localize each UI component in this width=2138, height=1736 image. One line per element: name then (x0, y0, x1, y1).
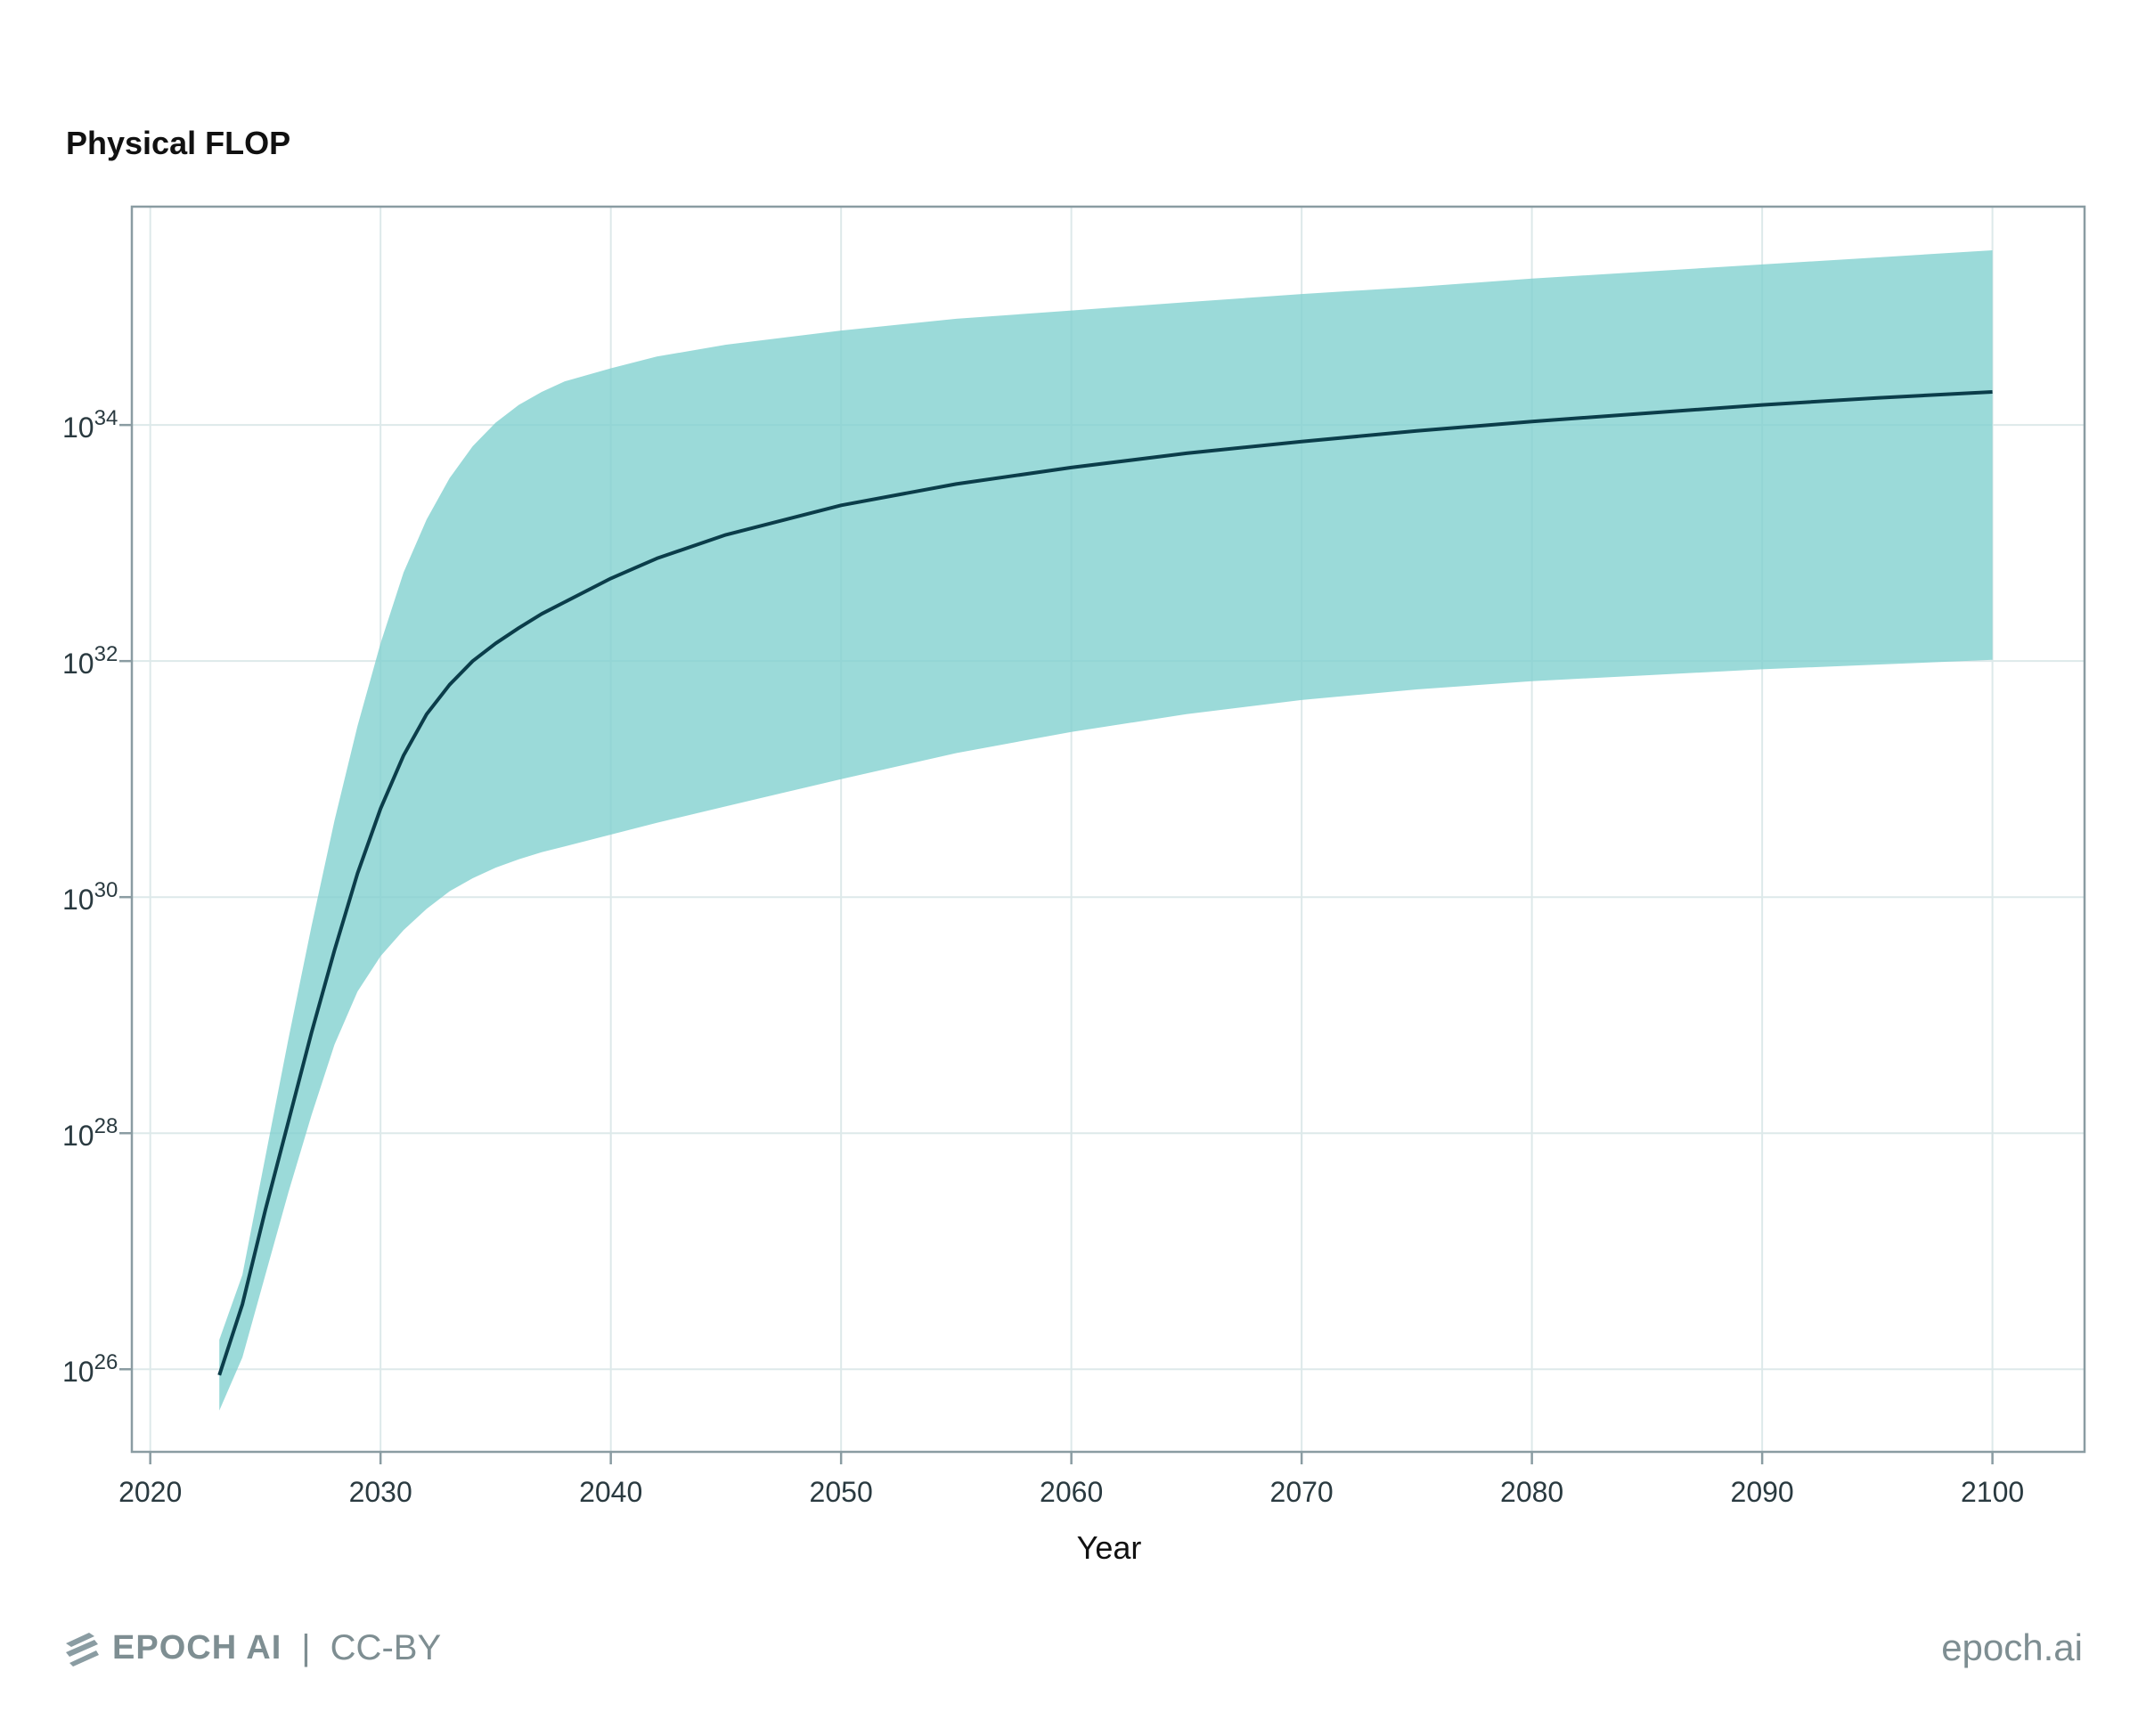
x-tick-label-2050: 2050 (810, 1476, 873, 1508)
uncertainty-band-layer (219, 250, 1993, 1411)
x-axis: 2020 2030 2040 2050 2060 2070 2080 2090 2100 (118, 1452, 2024, 1508)
y-tick-label-32: 1032 (62, 642, 118, 680)
median-line (217, 390, 1993, 1376)
brand-separator: | (301, 1628, 311, 1667)
y-tick-label-30: 1030 (62, 878, 118, 916)
brand-name: EPOCH AI (112, 1629, 282, 1667)
y-axis: 1026 1028 1030 1032 1034 (62, 406, 132, 1388)
median-line-layer (217, 390, 1993, 1376)
x-tick-label-2090: 2090 (1731, 1476, 1794, 1508)
x-tick-label-2060: 2060 (1040, 1476, 1103, 1508)
uncertainty-band (219, 250, 1993, 1411)
y-tick-label-28: 1028 (62, 1114, 118, 1152)
site-link[interactable]: epoch.ai (1941, 1626, 2083, 1668)
x-tick-label-2070: 2070 (1270, 1476, 1334, 1508)
x-tick-label-2020: 2020 (118, 1476, 182, 1508)
x-tick-label-2100: 2100 (1961, 1476, 2024, 1508)
license-label: CC-BY (330, 1628, 442, 1667)
epoch-stripes-icon (66, 1632, 99, 1667)
x-axis-label: Year (1077, 1529, 1142, 1566)
x-tick-label-2030: 2030 (349, 1476, 412, 1508)
x-tick-label-2080: 2080 (1500, 1476, 1563, 1508)
plot-frame (130, 205, 2086, 1454)
footer-brand: EPOCH AI | CC-BY (64, 1628, 441, 1668)
chart-title: Physical FLOP (66, 125, 290, 161)
y-tick-label-34: 1034 (62, 406, 118, 444)
x-tick-label-2040: 2040 (579, 1476, 642, 1508)
y-tick-label-26: 1026 (62, 1350, 118, 1388)
